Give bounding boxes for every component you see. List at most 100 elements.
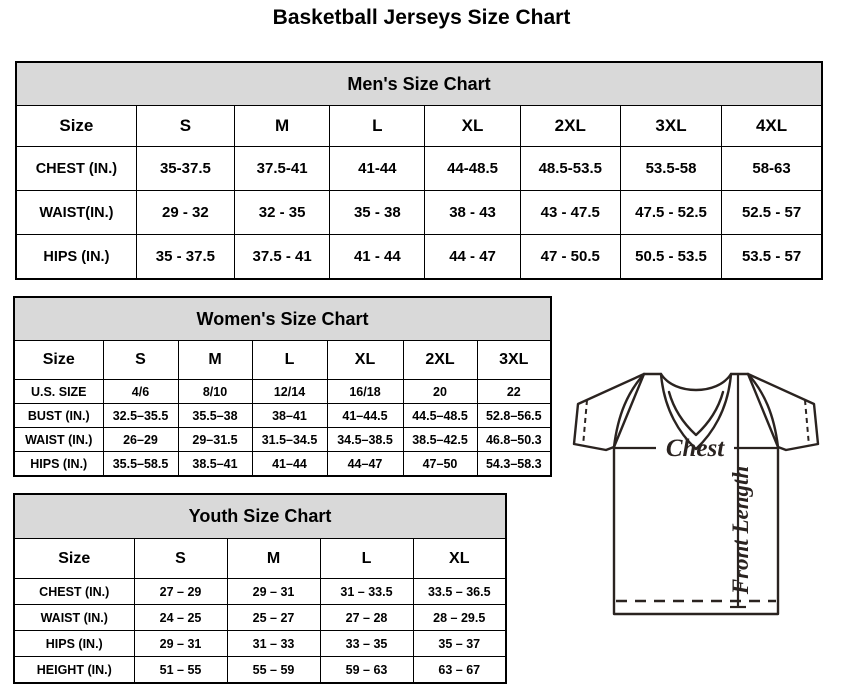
youth-size-chart-table: Youth Size Chart Size S M L XL CHEST (IN… <box>13 493 507 684</box>
mens-cell: 52.5 - 57 <box>721 190 823 235</box>
mens-header-2xl: 2XL <box>519 105 621 147</box>
mens-row-label: WAIST(IN.) <box>15 190 137 235</box>
mens-cell: 41 - 44 <box>329 234 426 280</box>
youth-cell: 31 – 33.5 <box>319 578 414 605</box>
mens-cell: 32 - 35 <box>233 190 331 235</box>
womens-row-label: WAIST (IN.) <box>13 427 104 452</box>
womens-cell: 35.5–58.5 <box>102 451 179 477</box>
youth-cell: 33 – 35 <box>319 630 414 657</box>
womens-cell: 31.5–34.5 <box>251 427 328 452</box>
youth-header-size: Size <box>13 538 135 579</box>
youth-cell: 28 – 29.5 <box>412 604 507 631</box>
table-row: WAIST (IN.) 26–29 29–31.5 31.5–34.5 34.5… <box>13 427 552 452</box>
womens-header-l: L <box>251 340 328 380</box>
womens-cell: 41–44.5 <box>326 403 404 428</box>
youth-row-label: WAIST (IN.) <box>13 604 135 631</box>
youth-cell: 63 – 67 <box>412 656 507 684</box>
womens-cell: 38.5–42.5 <box>402 427 478 452</box>
womens-cell: 54.3–58.3 <box>476 451 552 477</box>
front-length-label: Front Length <box>728 466 753 595</box>
youth-header-xl: XL <box>412 538 507 579</box>
youth-band-title: Youth Size Chart <box>13 493 507 539</box>
womens-cell: 12/14 <box>251 379 328 404</box>
mens-header-l: L <box>329 105 426 147</box>
mens-cell: 35 - 38 <box>329 190 426 235</box>
womens-band-title: Women's Size Chart <box>13 296 552 341</box>
mens-cell: 41-44 <box>329 146 426 191</box>
mens-band-title: Men's Size Chart <box>15 61 823 106</box>
youth-cell: 29 – 31 <box>133 630 228 657</box>
table-row: U.S. SIZE 4/6 8/10 12/14 16/18 20 22 <box>13 379 552 404</box>
jersey-outline-icon <box>572 372 820 616</box>
womens-header-m: M <box>177 340 253 380</box>
womens-cell: 41–44 <box>251 451 328 477</box>
womens-cell: 47–50 <box>402 451 478 477</box>
mens-band-row: Men's Size Chart <box>15 61 823 106</box>
youth-cell: 27 – 28 <box>319 604 414 631</box>
mens-cell: 47.5 - 52.5 <box>619 190 723 235</box>
womens-header-row: Size S M L XL 2XL 3XL <box>13 340 552 380</box>
womens-header-s: S <box>102 340 179 380</box>
mens-cell: 44-48.5 <box>424 146 521 191</box>
youth-header-s: S <box>133 538 228 579</box>
table-row: HIPS (IN.) 35.5–58.5 38.5–41 41–44 44–47… <box>13 451 552 477</box>
mens-header-3xl: 3XL <box>619 105 723 147</box>
womens-cell: 34.5–38.5 <box>326 427 404 452</box>
mens-header-xl: XL <box>424 105 521 147</box>
table-row: BUST (IN.) 32.5–35.5 35.5–38 38–41 41–44… <box>13 403 552 428</box>
womens-header-2xl: 2XL <box>402 340 478 380</box>
mens-header-row: Size S M L XL 2XL 3XL 4XL <box>15 105 823 147</box>
youth-cell: 59 – 63 <box>319 656 414 684</box>
table-row: HIPS (IN.) 29 – 31 31 – 33 33 – 35 35 – … <box>13 630 507 657</box>
youth-cell: 29 – 31 <box>226 578 321 605</box>
mens-header-size: Size <box>15 105 137 147</box>
womens-header-xl: XL <box>326 340 404 380</box>
mens-cell: 53.5 - 57 <box>721 234 823 280</box>
mens-header-m: M <box>233 105 331 147</box>
youth-cell: 33.5 – 36.5 <box>412 578 507 605</box>
womens-row-label: BUST (IN.) <box>13 403 104 428</box>
table-row: WAIST(IN.) 29 - 32 32 - 35 35 - 38 38 - … <box>15 190 823 235</box>
womens-cell: 44–47 <box>326 451 404 477</box>
mens-cell: 48.5-53.5 <box>519 146 621 191</box>
womens-header-3xl: 3XL <box>476 340 552 380</box>
youth-header-m: M <box>226 538 321 579</box>
womens-cell: 20 <box>402 379 478 404</box>
womens-cell: 8/10 <box>177 379 253 404</box>
youth-cell: 31 – 33 <box>226 630 321 657</box>
mens-cell: 37.5 - 41 <box>233 234 331 280</box>
womens-cell: 52.8–56.5 <box>476 403 552 428</box>
mens-cell: 53.5-58 <box>619 146 723 191</box>
womens-cell: 44.5–48.5 <box>402 403 478 428</box>
table-row: HEIGHT (IN.) 51 – 55 55 – 59 59 – 63 63 … <box>13 656 507 684</box>
youth-cell: 27 – 29 <box>133 578 228 605</box>
page-title: Basketball Jerseys Size Chart <box>272 6 571 29</box>
table-row: CHEST (IN.) 35-37.5 37.5-41 41-44 44-48.… <box>15 146 823 191</box>
womens-cell: 4/6 <box>102 379 179 404</box>
youth-cell: 25 – 27 <box>226 604 321 631</box>
womens-cell: 46.8–50.3 <box>476 427 552 452</box>
chest-label: Chest <box>666 435 725 462</box>
youth-header-row: Size S M L XL <box>13 538 507 579</box>
sleeve-hem-dashes <box>582 399 810 447</box>
womens-cell: 38.5–41 <box>177 451 253 477</box>
womens-cell: 38–41 <box>251 403 328 428</box>
youth-row-label: HEIGHT (IN.) <box>13 656 135 684</box>
mens-cell: 29 - 32 <box>135 190 236 235</box>
mens-row-label: CHEST (IN.) <box>15 146 137 191</box>
womens-cell: 29–31.5 <box>177 427 253 452</box>
youth-header-l: L <box>319 538 414 579</box>
womens-cell: 32.5–35.5 <box>102 403 179 428</box>
youth-row-label: HIPS (IN.) <box>13 630 135 657</box>
womens-cell: 22 <box>476 379 552 404</box>
womens-cell: 26–29 <box>102 427 179 452</box>
mens-cell: 37.5-41 <box>233 146 331 191</box>
womens-cell: 16/18 <box>326 379 404 404</box>
table-row: HIPS (IN.) 35 - 37.5 37.5 - 41 41 - 44 4… <box>15 234 823 280</box>
mens-cell: 43 - 47.5 <box>519 190 621 235</box>
mens-row-label: HIPS (IN.) <box>15 234 137 280</box>
womens-header-size: Size <box>13 340 104 380</box>
table-row: CHEST (IN.) 27 – 29 29 – 31 31 – 33.5 33… <box>13 578 507 605</box>
table-row: WAIST (IN.) 24 – 25 25 – 27 27 – 28 28 –… <box>13 604 507 631</box>
mens-header-4xl: 4XL <box>721 105 823 147</box>
